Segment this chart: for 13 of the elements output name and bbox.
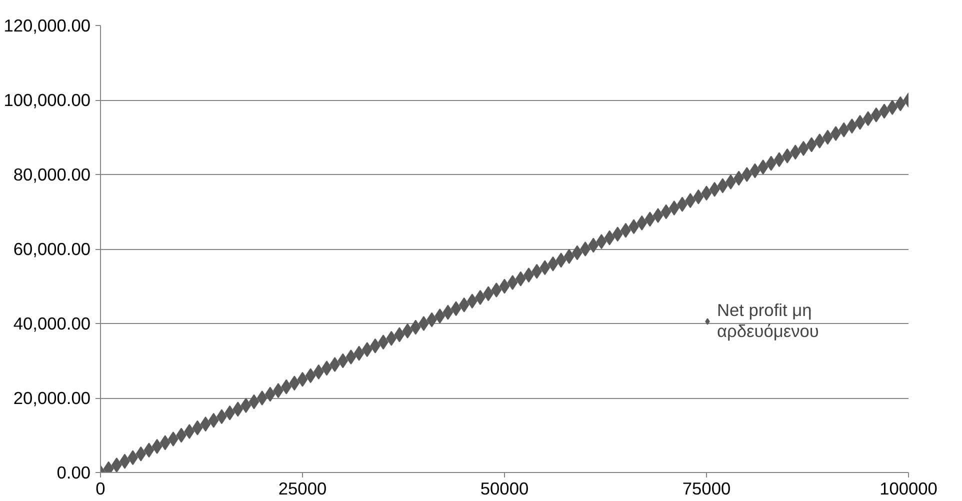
legend-label: Net profit μη αρδευόμενου — [717, 300, 819, 342]
x-tick-label: 50000 — [480, 478, 529, 498]
y-tick-label: 60,000.00 — [13, 239, 91, 259]
x-tick-label: 0 — [96, 478, 106, 498]
y-tick-label: 100,000.00 — [4, 90, 91, 110]
y-tick-label: 0.00 — [56, 462, 91, 482]
x-tick-label: 25000 — [278, 478, 327, 498]
y-tick-label: 20,000.00 — [13, 388, 91, 408]
y-tick-label: 120,000.00 — [4, 16, 91, 36]
x-tick-label: 75000 — [682, 478, 731, 498]
y-tick-label: 40,000.00 — [13, 314, 91, 334]
x-tick-label: 100000 — [880, 478, 938, 498]
y-tick-label: 80,000.00 — [13, 164, 91, 184]
